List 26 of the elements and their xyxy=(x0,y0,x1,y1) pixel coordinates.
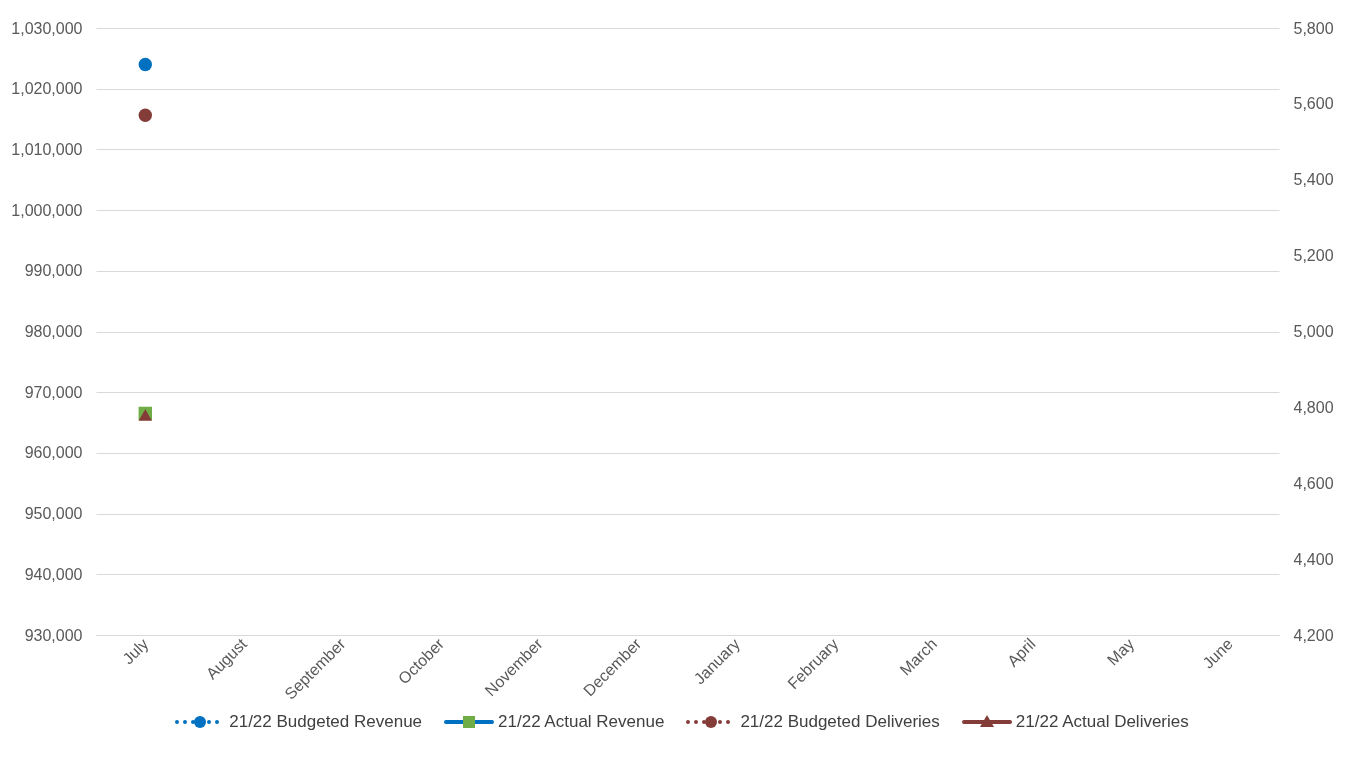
y-tick-label: 1,020,000 xyxy=(11,80,83,98)
x-tick-label: May xyxy=(1103,635,1138,669)
legend-label: 21/22 Budgeted Revenue xyxy=(229,712,423,732)
y-tick-label: 930,000 xyxy=(24,626,83,644)
legend-label: 21/22 Actual Deliveries xyxy=(1015,712,1189,732)
y2-tick-label: 5,600 xyxy=(1293,95,1334,113)
y-tick-label: 1,030,000 xyxy=(11,19,83,37)
y2-tick-label: 5,200 xyxy=(1293,247,1334,265)
y-tick-label: 950,000 xyxy=(24,505,83,523)
x-tick-label: July xyxy=(119,635,152,668)
y-tick-label: 960,000 xyxy=(24,444,83,462)
legend-label: 21/22 Actual Revenue xyxy=(498,712,665,732)
y-tick-label: 1,010,000 xyxy=(11,140,83,158)
y-tick-label: 970,000 xyxy=(24,383,83,401)
y2-tick-label: 4,400 xyxy=(1293,550,1334,568)
y2-tick-label: 4,800 xyxy=(1293,398,1334,416)
y2-tick-label: 4,600 xyxy=(1293,474,1334,492)
y2-tick-label: 4,200 xyxy=(1293,626,1334,644)
y2-tick-label: 5,800 xyxy=(1293,19,1334,37)
y-tick-label: 980,000 xyxy=(24,323,83,340)
y-tick-label: 1,000,000 xyxy=(11,201,83,219)
y2-tick-label: 5,400 xyxy=(1293,171,1334,189)
y2-tick-label: 5,000 xyxy=(1293,323,1334,340)
y-tick-label: 940,000 xyxy=(24,565,83,583)
y-tick-label: 990,000 xyxy=(24,262,83,280)
legend-label: 21/22 Budgeted Deliveries xyxy=(740,712,940,732)
